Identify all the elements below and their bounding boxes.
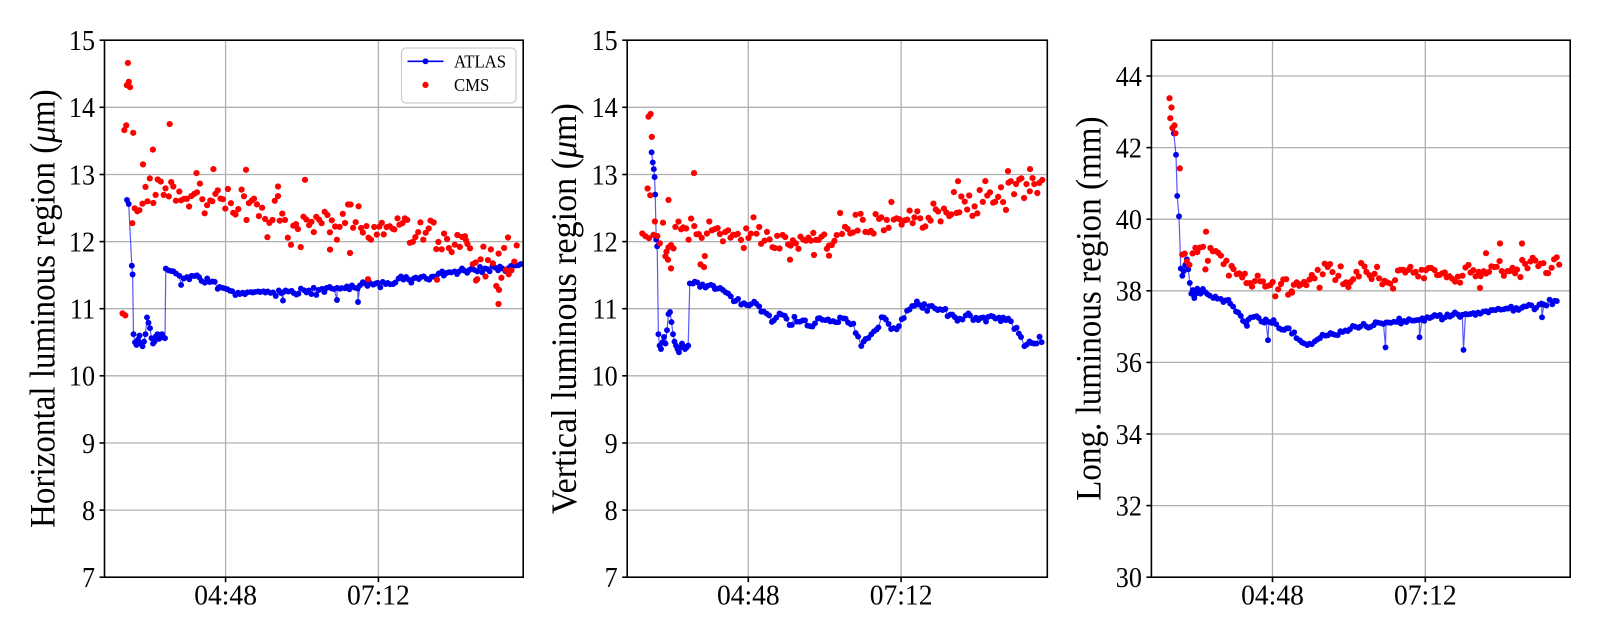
svg-text:15: 15 [69,24,95,57]
svg-text:Long. luminous region (mm): Long. luminous region (mm) [1069,117,1109,501]
svg-text:07:12: 07:12 [1394,580,1457,612]
svg-text:15: 15 [592,24,618,57]
svg-text:12: 12 [69,225,95,258]
svg-text:04:48: 04:48 [1241,580,1304,612]
svg-text:11: 11 [70,292,95,325]
svg-text:Horizontal luminous region (μm: Horizontal luminous region (μm) [23,89,63,528]
svg-text:ATLAS: ATLAS [454,52,506,72]
svg-text:13: 13 [69,158,95,191]
svg-text:7: 7 [82,561,95,594]
svg-text:10: 10 [592,359,618,392]
svg-text:14: 14 [69,91,95,124]
svg-text:32: 32 [1116,489,1142,522]
svg-text:9: 9 [605,427,618,460]
svg-text:44: 44 [1116,60,1142,93]
svg-text:13: 13 [592,158,618,191]
svg-text:38: 38 [1116,274,1142,307]
svg-text:11: 11 [593,292,618,325]
svg-text:04:48: 04:48 [717,580,780,612]
svg-text:07:12: 07:12 [870,580,933,612]
svg-text:Vertical luminous region (μm): Vertical luminous region (μm) [544,103,584,514]
svg-text:04:48: 04:48 [194,580,257,612]
svg-text:30: 30 [1116,561,1142,594]
svg-text:8: 8 [605,494,618,527]
svg-text:8: 8 [82,494,95,527]
svg-text:9: 9 [82,427,95,460]
svg-text:10: 10 [69,359,95,392]
svg-text:36: 36 [1116,346,1142,379]
svg-text:7: 7 [605,561,618,594]
svg-text:34: 34 [1116,418,1142,451]
svg-text:12: 12 [592,225,618,258]
svg-text:07:12: 07:12 [347,580,410,612]
svg-text:40: 40 [1116,203,1142,236]
svg-text:42: 42 [1116,131,1142,164]
svg-text:14: 14 [592,91,618,124]
svg-text:CMS: CMS [454,76,489,96]
